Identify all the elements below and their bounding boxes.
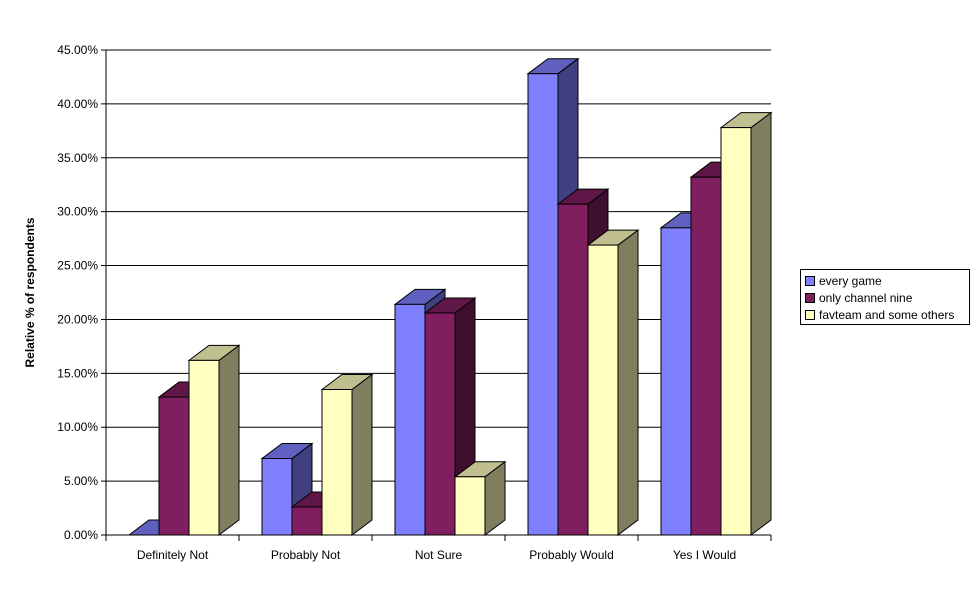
bar-front bbox=[424, 312, 456, 536]
bar-front bbox=[291, 506, 323, 536]
bar-front bbox=[660, 227, 692, 536]
bar-favteam-and-some-others bbox=[453, 460, 507, 536]
y-tick-label: 40.00% bbox=[57, 97, 98, 111]
y-tick-label: 20.00% bbox=[57, 312, 98, 326]
x-tick-label: Definitely Not bbox=[137, 548, 209, 562]
bar-front bbox=[690, 176, 722, 536]
bar-front bbox=[587, 244, 619, 536]
legend-swatch bbox=[805, 309, 815, 320]
bar-side bbox=[617, 229, 639, 536]
bar-favteam-and-some-others bbox=[586, 229, 640, 536]
x-tick-label: Probably Would bbox=[529, 548, 614, 562]
y-tick-label: 0.00% bbox=[64, 528, 98, 542]
legend-item-every-game: every game bbox=[805, 272, 965, 289]
bar-front bbox=[188, 359, 220, 536]
bar-front bbox=[394, 303, 426, 536]
bar-front bbox=[261, 457, 293, 536]
x-tick-label: Probably Not bbox=[271, 548, 341, 562]
bar-front bbox=[158, 396, 190, 536]
y-tick-label: 25.00% bbox=[57, 259, 98, 273]
y-tick-label: 45.00% bbox=[57, 43, 98, 57]
bar-side bbox=[218, 344, 240, 536]
y-tick-label: 30.00% bbox=[57, 205, 98, 219]
bar-front bbox=[527, 73, 559, 536]
y-tick-label: 35.00% bbox=[57, 151, 98, 165]
legend: every game only channel nine favteam and… bbox=[800, 269, 970, 325]
legend-label: only channel nine bbox=[819, 290, 913, 305]
legend-swatch bbox=[805, 292, 815, 303]
y-tick-label: 15.00% bbox=[57, 366, 98, 380]
y-tick-label: 5.00% bbox=[64, 474, 98, 488]
bar-side bbox=[750, 111, 772, 536]
bar-front bbox=[454, 476, 486, 536]
bar-front bbox=[321, 389, 353, 536]
legend-label: favteam and some others bbox=[819, 307, 955, 322]
bar-front bbox=[720, 127, 752, 536]
x-tick-label: Not Sure bbox=[415, 548, 463, 562]
bar-favteam-and-some-others bbox=[320, 373, 374, 536]
legend-swatch bbox=[805, 275, 815, 286]
bar-front bbox=[557, 203, 589, 536]
y-axis-title: Relative % of respondents bbox=[23, 217, 37, 367]
bar-favteam-and-some-others bbox=[719, 111, 773, 536]
legend-item-only-channel-nine: only channel nine bbox=[805, 289, 965, 306]
bar-favteam-and-some-others bbox=[187, 344, 241, 536]
y-tick-label: 10.00% bbox=[57, 420, 98, 434]
legend-item-favteam: favteam and some others bbox=[805, 306, 965, 323]
legend-label: every game bbox=[819, 273, 882, 288]
x-tick-label: Yes I Would bbox=[673, 548, 736, 562]
bar-side bbox=[351, 373, 373, 536]
